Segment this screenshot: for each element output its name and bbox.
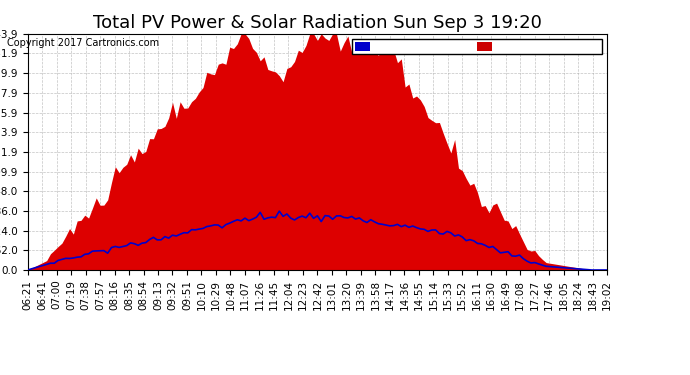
Title: Total PV Power & Solar Radiation Sun Sep 3 19:20: Total PV Power & Solar Radiation Sun Sep… — [93, 14, 542, 32]
Legend: Radiation (w/m2), PV Panels (DC Watts): Radiation (w/m2), PV Panels (DC Watts) — [353, 39, 602, 54]
Text: Copyright 2017 Cartronics.com: Copyright 2017 Cartronics.com — [7, 38, 159, 48]
